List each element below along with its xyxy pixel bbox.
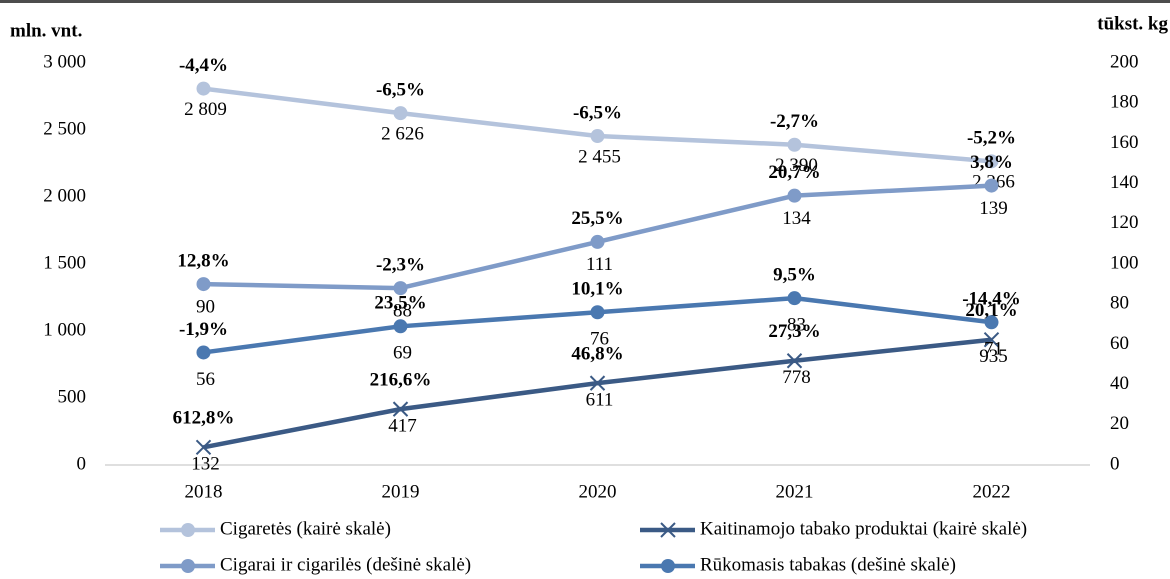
value-label: 132: [191, 454, 220, 475]
y-tick-label: 500: [58, 386, 87, 407]
value-label: 935: [979, 346, 1008, 367]
y-tick-label: 0: [77, 453, 87, 474]
y2-tick-label: 60: [1110, 333, 1129, 354]
change-label: 25,5%: [571, 208, 623, 229]
legend-label: Cigaretės (kairė skalė): [220, 518, 391, 539]
y-tick-label: 1 500: [43, 252, 86, 273]
marker: [393, 281, 408, 296]
value-label: 71: [984, 339, 1003, 360]
legend-label: Kaitinamojo tabako produktai (kairė skal…: [700, 518, 1027, 539]
value-label: 139: [979, 198, 1008, 219]
y2-axis-title: tūkst. kg: [1097, 13, 1168, 34]
change-label: -5,2%: [967, 128, 1016, 149]
legend-label: Rūkomasis tabakas (dešinė skalė): [700, 554, 956, 575]
change-label: 9,5%: [773, 265, 816, 286]
y-tick-label: 2 000: [43, 185, 86, 206]
x-tick-label: 2018: [185, 481, 223, 502]
change-label: 216,6%: [370, 369, 432, 390]
y2-tick-label: 200: [1110, 51, 1139, 72]
legend-marker: [661, 559, 675, 573]
marker: [787, 137, 802, 152]
value-label: 2 626: [381, 123, 424, 144]
value-label: 2 455: [578, 146, 621, 167]
y2-tick-label: 160: [1110, 132, 1139, 153]
marker: [590, 234, 605, 249]
value-label: 90: [196, 296, 215, 317]
y2-tick-label: 20: [1110, 413, 1129, 434]
change-label: 3,8%: [970, 152, 1013, 173]
value-label: 83: [787, 315, 806, 336]
x-tick-label: 2020: [579, 481, 617, 502]
change-label: -1,9%: [179, 319, 228, 340]
change-label: 27,3%: [768, 321, 820, 342]
y2-tick-label: 180: [1110, 92, 1139, 113]
marker: [984, 178, 999, 193]
change-label: 12,8%: [177, 250, 229, 271]
marker: [393, 319, 408, 334]
value-label: 417: [388, 415, 417, 436]
marker: [589, 375, 606, 391]
marker: [786, 353, 803, 369]
legend-marker: [181, 559, 195, 573]
y2-tick-label: 0: [1110, 453, 1120, 474]
value-label: 134: [782, 208, 811, 229]
change-label: -2,3%: [376, 254, 425, 275]
marker: [787, 291, 802, 306]
x-tick-label: 2019: [382, 481, 420, 502]
change-label: -4,4%: [179, 55, 228, 76]
value-label: 69: [393, 343, 412, 364]
value-label: 778: [782, 367, 811, 388]
marker: [590, 305, 605, 320]
y2-tick-label: 140: [1110, 172, 1139, 193]
value-label: 88: [393, 300, 412, 321]
value-label: 2 809: [184, 99, 227, 120]
x-tick-label: 2022: [973, 481, 1011, 502]
marker: [590, 129, 605, 144]
marker: [392, 401, 409, 417]
change-label: 10,1%: [571, 279, 623, 300]
marker: [983, 332, 1000, 348]
change-label: 46,8%: [571, 343, 623, 364]
legend-label: Cigarai ir cigarilės (dešinė skalė): [220, 554, 471, 575]
change-label: 23,5%: [374, 293, 426, 314]
value-label: 2 390: [775, 155, 818, 176]
change-label: -2,7%: [770, 111, 819, 132]
y-axis-title: mln. vnt.: [10, 20, 82, 41]
value-label: 56: [196, 369, 215, 390]
legend-marker: [660, 522, 676, 538]
y-tick-label: 1 000: [43, 319, 86, 340]
y2-tick-label: 120: [1110, 212, 1139, 233]
change-label: 20,7%: [768, 162, 820, 183]
marker: [196, 277, 211, 292]
change-label: 20,1%: [965, 300, 1017, 321]
marker: [984, 154, 999, 169]
marker: [195, 439, 212, 456]
value-label: 611: [586, 389, 614, 410]
marker: [196, 345, 211, 360]
y-tick-label: 2 500: [43, 118, 86, 139]
legend-marker: [181, 523, 195, 537]
marker: [787, 188, 802, 203]
change-label: -6,5%: [376, 79, 425, 100]
change-label: -14,4%: [962, 289, 1021, 310]
change-label: 612,8%: [173, 408, 235, 429]
top-border: [0, 0, 1170, 3]
marker: [393, 106, 408, 121]
value-label: 111: [586, 254, 613, 275]
value-label: 76: [590, 329, 609, 350]
change-label: -6,5%: [573, 102, 622, 123]
marker: [984, 315, 999, 330]
y2-tick-label: 40: [1110, 373, 1129, 394]
marker: [196, 81, 211, 96]
y-tick-label: 3 000: [43, 51, 86, 72]
y2-tick-label: 100: [1110, 252, 1139, 273]
x-tick-label: 2021: [776, 481, 814, 502]
y2-tick-label: 80: [1110, 293, 1129, 314]
